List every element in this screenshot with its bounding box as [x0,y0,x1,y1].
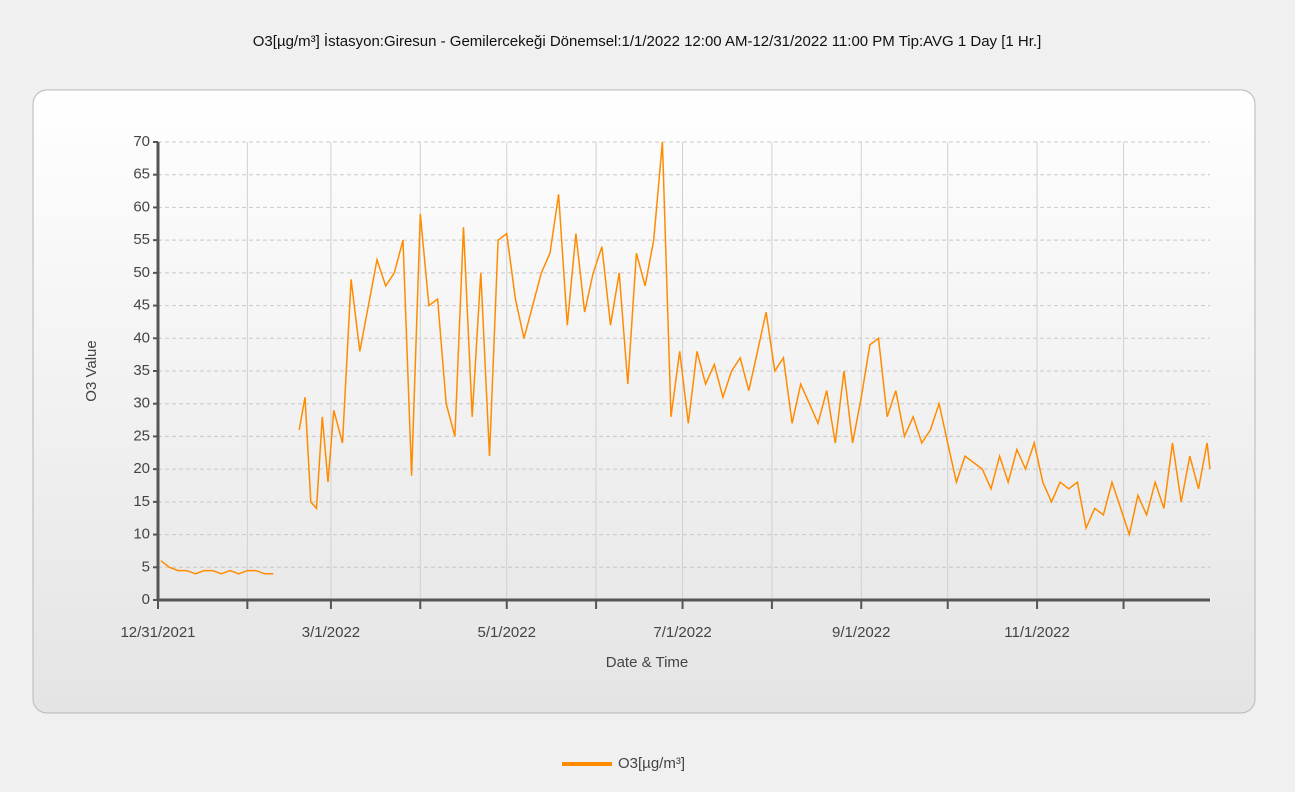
y-tick-label: 40 [133,329,150,346]
y-tick-label: 70 [133,133,150,150]
x-tick-label: 9/1/2022 [832,624,890,641]
y-tick-label: 30 [133,395,150,412]
y-tick-label: 15 [133,493,150,510]
y-tick-label: 5 [142,558,150,575]
y-tick-label: 60 [133,198,150,215]
x-tick-label: 12/31/2021 [120,624,195,641]
y-tick-label: 65 [133,166,150,183]
y-tick-label: 45 [133,297,150,314]
y-tick-label: 55 [133,231,150,248]
x-tick-label: 5/1/2022 [478,624,536,641]
x-tick-label: 3/1/2022 [302,624,360,641]
data-line [160,141,1211,575]
plot-panel [32,89,1256,714]
legend-label: O3[µg/m³] [618,755,685,772]
x-tick-label: 7/1/2022 [653,624,711,641]
y-tick-label: 25 [133,427,150,444]
y-tick-label: 0 [142,591,150,608]
y-tick-label: 35 [133,362,150,379]
x-axis-label: Date & Time [606,654,689,671]
x-tick-label: 11/1/2022 [1004,624,1070,641]
y-axis-label: O3 Value [83,340,100,401]
chart-title: O3[µg/m³] İstasyon:Giresun - Gemilerceke… [253,32,1041,50]
y-tick-label: 20 [133,460,150,477]
y-tick-label: 50 [133,264,150,281]
y-tick-label: 10 [133,526,150,543]
